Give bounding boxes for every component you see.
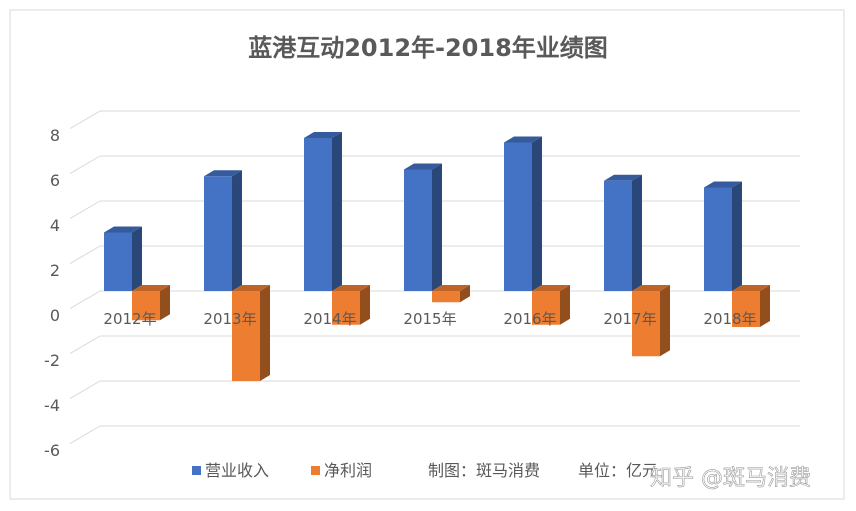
bar-revenue <box>304 132 342 291</box>
y-tick-label: 0 <box>50 306 60 325</box>
chart-title: 蓝港互动2012年-2018年业绩图 <box>248 34 608 62</box>
bar-revenue <box>404 163 442 291</box>
bar-net-profit <box>132 285 170 321</box>
bar-revenue <box>104 226 142 291</box>
legend: 营业收入 净利润 制图：斑马消费 单位：亿元 <box>192 461 658 480</box>
y-tick-label: -2 <box>44 351 60 370</box>
gridline-depth <box>69 110 101 130</box>
bar-net-profit <box>632 285 670 357</box>
bar-net-profit <box>732 285 770 327</box>
x-category-label: 2017年 <box>603 310 656 328</box>
gridline-depth <box>69 245 101 265</box>
legend-note-maker: 制图：斑马消费 <box>428 461 540 480</box>
gridline-depth <box>69 380 101 400</box>
y-tick-label: 2 <box>50 261 60 280</box>
gridline-depth <box>69 335 101 355</box>
legend-label-net-profit: 净利润 <box>324 461 372 480</box>
bar-net-profit <box>332 285 370 325</box>
bar-net-profit <box>532 285 570 325</box>
bar-net-profit <box>232 285 270 381</box>
x-axis-labels: 2012年 2013年 2014年 2015年 2016年 2017年 2018年 <box>103 310 756 328</box>
bar-revenue <box>504 136 542 291</box>
bar-revenue <box>204 170 242 291</box>
gridline-depth <box>69 290 101 310</box>
bar-revenue <box>604 174 642 291</box>
x-category-label: 2016年 <box>503 310 556 328</box>
y-tick-label: 4 <box>50 216 60 235</box>
legend-swatch-net-profit <box>311 466 320 475</box>
bars <box>104 132 770 381</box>
x-category-label: 2018年 <box>703 310 756 328</box>
y-tick-label: 6 <box>50 171 60 190</box>
x-category-label: 2012年 <box>103 310 156 328</box>
y-tick-label: -4 <box>44 396 60 415</box>
legend-label-revenue: 营业收入 <box>205 461 269 480</box>
x-category-label: 2014年 <box>303 310 356 328</box>
legend-swatch-revenue <box>192 466 201 475</box>
bar-net-profit <box>432 285 470 303</box>
legend-note-unit: 单位：亿元 <box>578 461 658 480</box>
gridline-depth <box>69 155 101 175</box>
bar-revenue <box>704 181 742 291</box>
y-tick-label: 8 <box>50 126 60 145</box>
y-axis-ticks: 8 6 4 2 0 -2 -4 -6 <box>44 126 60 460</box>
y-tick-label: -6 <box>44 441 60 460</box>
gridline-depth <box>69 200 101 220</box>
x-category-label: 2015年 <box>403 310 456 328</box>
gridline-depth <box>69 425 101 445</box>
watermark: 知乎 @斑马消费 <box>650 466 811 491</box>
x-category-label: 2013年 <box>203 310 256 328</box>
